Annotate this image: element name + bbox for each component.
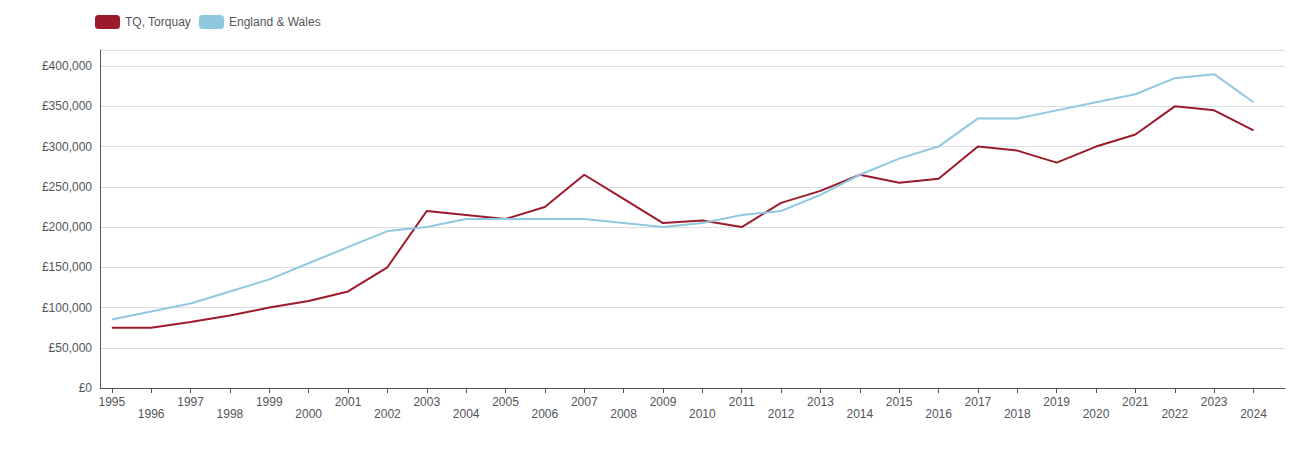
svg-text:£200,000: £200,000 (42, 220, 92, 234)
svg-text:1998: 1998 (217, 407, 244, 421)
svg-text:£0: £0 (79, 381, 93, 395)
svg-text:2013: 2013 (807, 395, 834, 409)
svg-text:2024: 2024 (1240, 407, 1267, 421)
svg-text:2003: 2003 (413, 395, 440, 409)
svg-text:2014: 2014 (846, 407, 873, 421)
svg-text:2001: 2001 (335, 395, 362, 409)
svg-text:2005: 2005 (492, 395, 519, 409)
svg-text:2017: 2017 (965, 395, 992, 409)
svg-text:2018: 2018 (1004, 407, 1031, 421)
svg-text:2007: 2007 (571, 395, 598, 409)
svg-text:2009: 2009 (650, 395, 677, 409)
svg-text:2004: 2004 (453, 407, 480, 421)
svg-text:2015: 2015 (886, 395, 913, 409)
svg-text:England & Wales: England & Wales (229, 15, 321, 29)
svg-text:2020: 2020 (1083, 407, 1110, 421)
svg-text:2023: 2023 (1201, 395, 1228, 409)
svg-text:2022: 2022 (1161, 407, 1188, 421)
svg-text:2002: 2002 (374, 407, 401, 421)
svg-text:£150,000: £150,000 (42, 260, 92, 274)
svg-text:2006: 2006 (532, 407, 559, 421)
svg-text:£250,000: £250,000 (42, 180, 92, 194)
svg-text:2010: 2010 (689, 407, 716, 421)
svg-text:£350,000: £350,000 (42, 99, 92, 113)
svg-text:2021: 2021 (1122, 395, 1149, 409)
svg-text:2000: 2000 (295, 407, 322, 421)
svg-text:£50,000: £50,000 (49, 341, 93, 355)
svg-text:2011: 2011 (729, 395, 755, 409)
svg-text:2012: 2012 (768, 407, 795, 421)
svg-text:TQ, Torquay: TQ, Torquay (125, 15, 191, 29)
svg-text:£400,000: £400,000 (42, 59, 92, 73)
svg-text:1996: 1996 (138, 407, 165, 421)
svg-text:1995: 1995 (98, 395, 125, 409)
svg-text:2019: 2019 (1043, 395, 1070, 409)
svg-text:2008: 2008 (610, 407, 637, 421)
svg-text:2016: 2016 (925, 407, 952, 421)
svg-text:1999: 1999 (256, 395, 283, 409)
svg-text:£100,000: £100,000 (42, 301, 92, 315)
svg-text:1997: 1997 (177, 395, 204, 409)
svg-text:£300,000: £300,000 (42, 140, 92, 154)
